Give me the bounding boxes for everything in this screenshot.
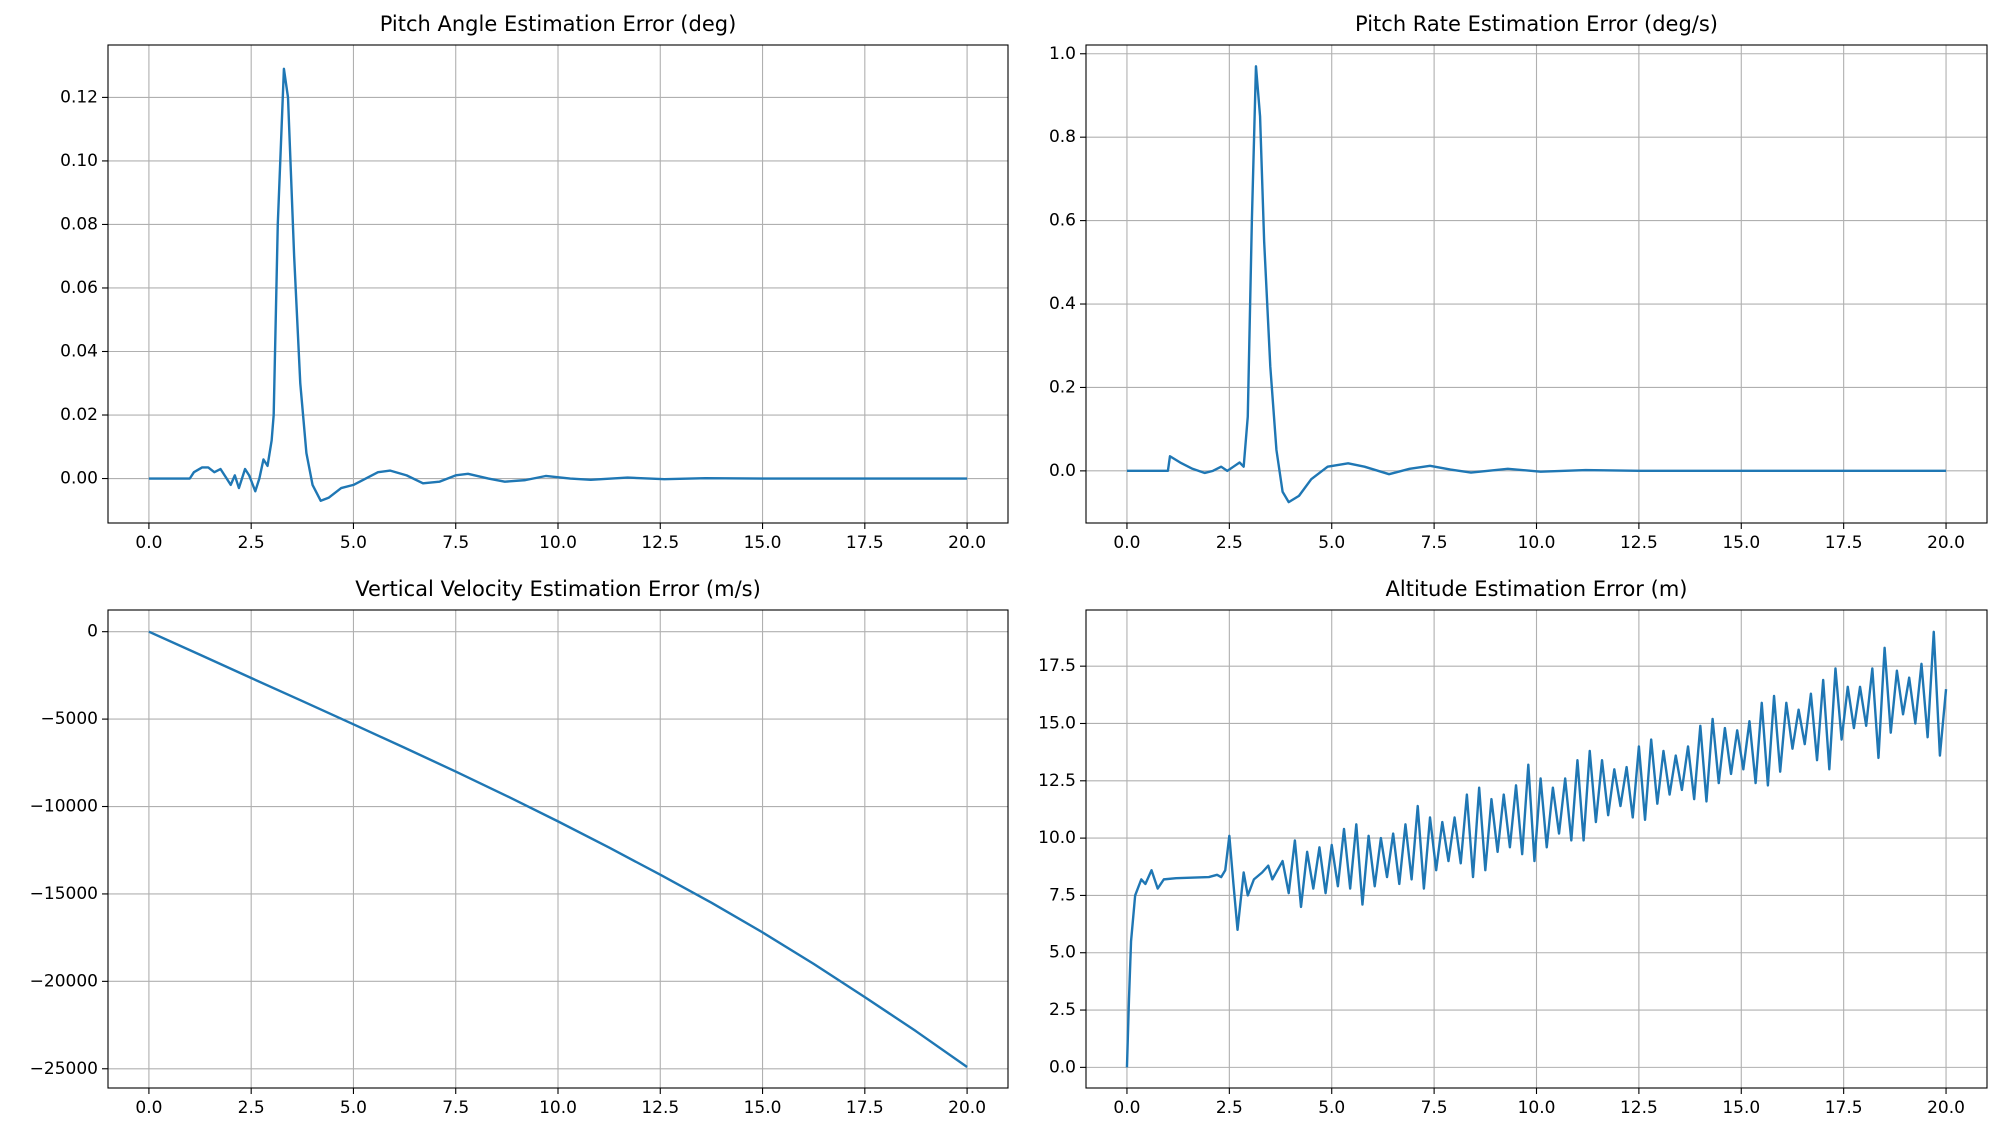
y-tick-label: 0.6 bbox=[1049, 211, 1076, 231]
x-tick-label: 12.5 bbox=[1620, 533, 1658, 553]
x-tick-label: 7.5 bbox=[442, 533, 469, 553]
x-tick-label: 7.5 bbox=[1421, 533, 1448, 553]
x-tick-label: 10.0 bbox=[539, 533, 577, 553]
x-tick-label: 15.0 bbox=[744, 1098, 782, 1118]
y-tick-label: 12.5 bbox=[1038, 771, 1076, 791]
y-tick-label: 0.10 bbox=[60, 151, 98, 171]
axes-frame bbox=[1085, 609, 1988, 1089]
x-tick-label: 5.0 bbox=[1318, 533, 1345, 553]
y-tick-label: −15000 bbox=[30, 884, 98, 904]
y-tick-label: 5.0 bbox=[1049, 943, 1076, 963]
x-tick-label: 20.0 bbox=[948, 1098, 986, 1118]
x-tick-label: 5.0 bbox=[340, 533, 367, 553]
y-tick-label: 0 bbox=[87, 622, 98, 642]
x-tick-label: 7.5 bbox=[1421, 1098, 1448, 1118]
x-tick-label: 0.0 bbox=[135, 533, 162, 553]
x-tick-label: 17.5 bbox=[1825, 1098, 1863, 1118]
x-tick-label: 10.0 bbox=[1518, 1098, 1556, 1118]
x-tick-label: 17.5 bbox=[1825, 533, 1863, 553]
x-tick-label: 17.5 bbox=[846, 533, 884, 553]
x-tick-label: 10.0 bbox=[1518, 533, 1556, 553]
x-tick-label: 2.5 bbox=[238, 533, 265, 553]
x-tick-label: 20.0 bbox=[1927, 533, 1965, 553]
axes-frame bbox=[107, 44, 1009, 524]
x-tick-label: 20.0 bbox=[948, 533, 986, 553]
x-tick-label: 15.0 bbox=[1722, 533, 1760, 553]
y-tick-label: 0.4 bbox=[1049, 294, 1076, 314]
x-tick-label: 0.0 bbox=[135, 1098, 162, 1118]
x-tick-label: 15.0 bbox=[1722, 1098, 1760, 1118]
axes-frame bbox=[107, 609, 1009, 1089]
y-tick-label: 0.2 bbox=[1049, 377, 1076, 397]
x-tick-label: 5.0 bbox=[340, 1098, 367, 1118]
x-tick-label: 5.0 bbox=[1318, 1098, 1345, 1118]
y-tick-label: 0.0 bbox=[1049, 1057, 1076, 1077]
chart-title: Vertical Velocity Estimation Error (m/s) bbox=[355, 577, 761, 601]
y-tick-label: 17.5 bbox=[1038, 656, 1076, 676]
data-line bbox=[148, 67, 968, 502]
x-tick-label: 0.0 bbox=[1113, 533, 1140, 553]
x-tick-label: 15.0 bbox=[744, 533, 782, 553]
x-tick-label: 7.5 bbox=[442, 1098, 469, 1118]
y-tick-label: 0.12 bbox=[60, 87, 98, 107]
data-line bbox=[1126, 65, 1947, 504]
y-tick-label: −20000 bbox=[30, 971, 98, 991]
y-tick-label: 0.04 bbox=[60, 341, 98, 361]
y-tick-label: 0.06 bbox=[60, 278, 98, 298]
y-tick-label: 0.00 bbox=[60, 469, 98, 489]
y-tick-label: 0.8 bbox=[1049, 127, 1076, 147]
y-tick-label: 10.0 bbox=[1038, 828, 1076, 848]
data-line bbox=[1125, 630, 1948, 1068]
y-tick-label: −25000 bbox=[30, 1059, 98, 1079]
x-tick-label: 17.5 bbox=[846, 1098, 884, 1118]
x-tick-label: 12.5 bbox=[1620, 1098, 1658, 1118]
y-tick-label: 1.0 bbox=[1049, 44, 1076, 64]
x-tick-label: 2.5 bbox=[238, 1098, 265, 1118]
chart-title: Pitch Angle Estimation Error (deg) bbox=[380, 12, 737, 36]
x-tick-label: 10.0 bbox=[539, 1098, 577, 1118]
y-tick-label: 0.08 bbox=[60, 214, 98, 234]
y-tick-label: −10000 bbox=[30, 797, 98, 817]
x-tick-label: 2.5 bbox=[1216, 533, 1243, 553]
y-tick-label: 7.5 bbox=[1049, 885, 1076, 905]
y-tick-label: −5000 bbox=[40, 709, 98, 729]
chart-title: Pitch Rate Estimation Error (deg/s) bbox=[1355, 12, 1718, 36]
chart-title: Altitude Estimation Error (m) bbox=[1386, 577, 1688, 601]
x-tick-label: 12.5 bbox=[641, 533, 679, 553]
x-tick-label: 20.0 bbox=[1927, 1098, 1965, 1118]
x-tick-label: 12.5 bbox=[641, 1098, 679, 1118]
x-tick-label: 0.0 bbox=[1113, 1098, 1140, 1118]
y-tick-label: 15.0 bbox=[1038, 713, 1076, 733]
data-line bbox=[148, 630, 968, 1069]
y-tick-label: 0.0 bbox=[1049, 461, 1076, 481]
axes-frame bbox=[1085, 44, 1988, 524]
y-tick-label: 2.5 bbox=[1049, 1000, 1076, 1020]
y-tick-label: 0.02 bbox=[60, 405, 98, 425]
x-tick-label: 2.5 bbox=[1216, 1098, 1243, 1118]
